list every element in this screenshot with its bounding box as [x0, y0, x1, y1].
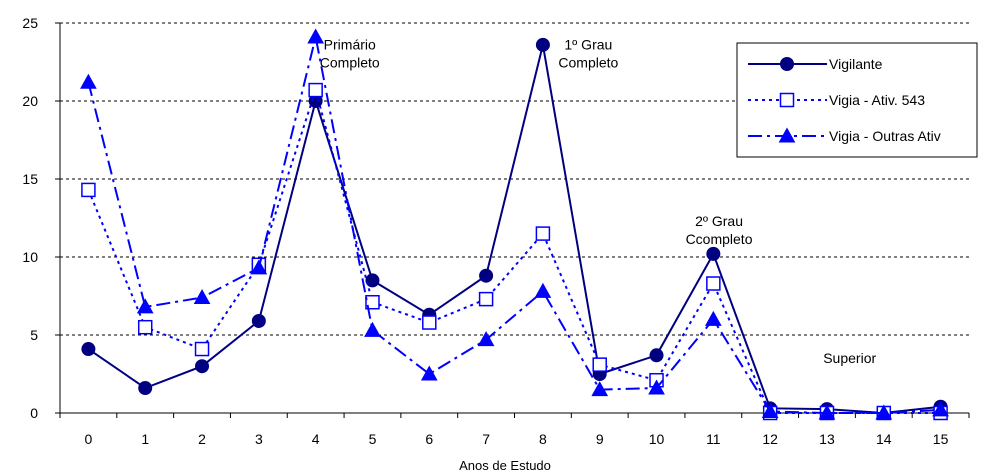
y-tick-label: 20 [22, 93, 38, 109]
x-tick-label: 9 [596, 431, 604, 447]
legend-marker [780, 57, 794, 71]
x-tick-label: 3 [255, 431, 263, 447]
legend-entry-1: Vigilante [748, 56, 883, 72]
data-point [761, 402, 779, 418]
data-point [365, 294, 380, 310]
data-point [420, 365, 438, 381]
series-line [87, 86, 941, 414]
x-tick-label: 0 [85, 431, 93, 447]
legend-marker [778, 127, 796, 143]
x-tick-label: 7 [482, 431, 490, 447]
y-tick-label: 5 [30, 327, 38, 343]
y-tick-label: 15 [22, 171, 38, 187]
y-tick-label: 0 [30, 405, 38, 421]
x-tick-label: 12 [762, 431, 778, 447]
data-point [649, 348, 664, 363]
data-point [932, 401, 949, 417]
data-point [80, 73, 97, 89]
legend-label: Vigilante [829, 56, 883, 72]
data-point [137, 319, 153, 335]
series-line [87, 44, 941, 415]
annotation-label: 1º Grau Completo [558, 37, 618, 71]
data-point [194, 341, 210, 357]
x-tick-label: 15 [933, 431, 949, 447]
data-point [477, 331, 495, 347]
x-tick-label: 8 [539, 431, 547, 447]
x-tick-label: 10 [649, 431, 665, 447]
y-tick-label: 10 [22, 249, 38, 265]
series-line [87, 36, 941, 414]
data-point [364, 321, 381, 337]
annotation-line: Completo [320, 55, 380, 71]
annotation-line: 2º Grau [695, 213, 743, 229]
data-point [478, 291, 494, 307]
x-axis-title: Anos de Estudo [459, 458, 551, 473]
legend-marker [779, 92, 795, 108]
data-point [138, 381, 153, 396]
data-point [706, 246, 721, 261]
annotation-label: 2º Grau Ccompleto [686, 213, 753, 247]
data-point [818, 404, 836, 420]
data-point [534, 282, 552, 298]
y-tick-label: 25 [22, 15, 38, 31]
data-point [875, 404, 893, 420]
series-group [80, 28, 949, 421]
legend-entry-3: Vigia - Outras Ativ [748, 127, 941, 144]
data-point [308, 82, 323, 98]
data-point [706, 276, 721, 291]
legend-label: Vigia - Outras Ativ [829, 128, 941, 144]
data-point [535, 226, 551, 241]
x-tick-label: 13 [819, 431, 835, 447]
x-tick-label: 4 [312, 431, 320, 447]
data-point [195, 359, 210, 374]
x-tick-label: 2 [198, 431, 206, 447]
data-point [251, 313, 266, 328]
data-point [136, 298, 154, 314]
data-point [193, 289, 211, 305]
data-point [250, 259, 268, 275]
x-tick-label: 5 [369, 431, 377, 447]
data-point [422, 315, 437, 330]
series-3 [80, 28, 949, 420]
legend: Vigilante Vigia - Ativ. 543 Vigia - Outras… [736, 42, 978, 158]
x-tick-label: 1 [141, 431, 149, 447]
data-point [648, 379, 665, 395]
legend-entry-2: Vigia - Ativ. 543 [748, 92, 925, 108]
annotation-line: Primário [324, 37, 376, 53]
annotation-label: Primário Completo [320, 37, 380, 71]
data-point [81, 342, 96, 357]
annotation-line: Completo [558, 55, 618, 71]
annotation-line: Ccompleto [686, 231, 753, 247]
data-point [591, 381, 609, 397]
x-tick-label: 14 [876, 431, 892, 447]
data-point [307, 28, 325, 44]
data-point [535, 37, 550, 52]
annotation-line: Superior [823, 350, 876, 366]
data-point [479, 268, 494, 283]
legend-label: Vigia - Ativ. 543 [829, 92, 925, 108]
data-point [81, 182, 96, 198]
data-point [365, 273, 380, 288]
x-tick-label: 6 [425, 431, 433, 447]
annotation-line: 1º Grau [564, 37, 612, 53]
annotations: Primário Completo 1º Grau Completo 2º Grau Cc… [320, 37, 877, 367]
annotation-label: Superior [823, 350, 876, 366]
data-point [704, 310, 722, 326]
x-tick-label: 11 [706, 431, 721, 447]
data-point [592, 357, 607, 372]
